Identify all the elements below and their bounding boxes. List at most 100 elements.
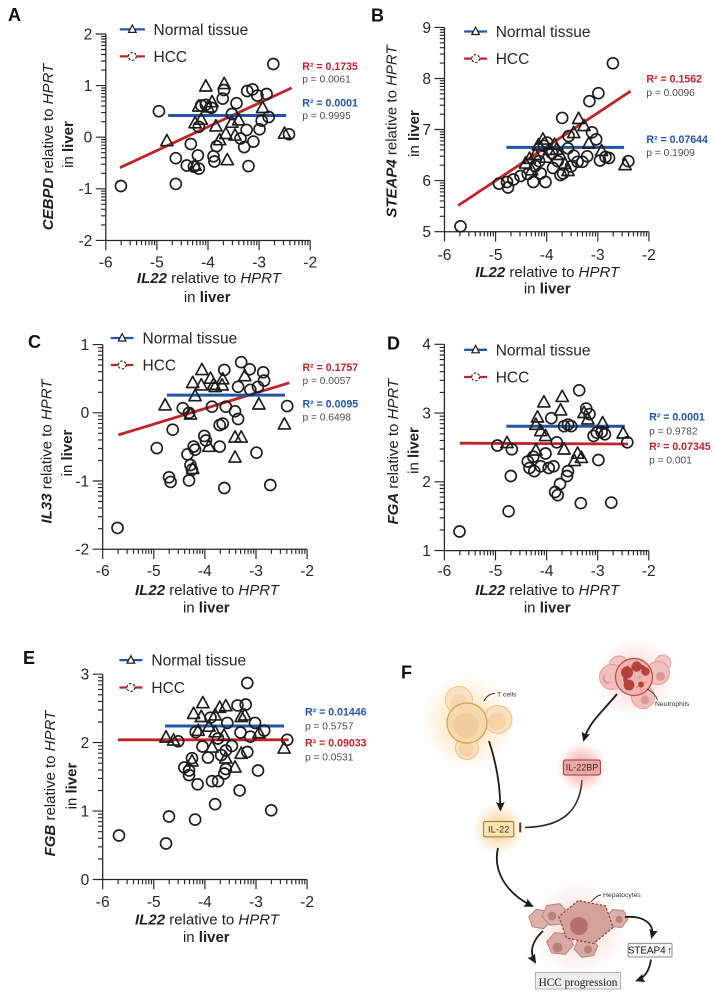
svg-text:1: 1 (81, 804, 90, 821)
svg-text:D: D (387, 334, 400, 354)
svg-text:in liver: in liver (63, 762, 80, 809)
svg-text:E: E (23, 648, 35, 668)
svg-text:F: F (401, 663, 412, 683)
svg-text:Normal tissue: Normal tissue (496, 342, 591, 359)
svg-text:STEAP4 ↑: STEAP4 ↑ (628, 946, 673, 957)
svg-text:Normal tissue: Normal tissue (154, 22, 249, 39)
svg-text:1: 1 (81, 337, 90, 354)
svg-text:5: 5 (422, 224, 431, 241)
svg-text:4: 4 (422, 337, 431, 354)
svg-text:-3: -3 (591, 247, 605, 264)
svg-text:-6: -6 (96, 894, 110, 911)
svg-text:-5: -5 (489, 563, 503, 580)
svg-text:Hepatocytes: Hepatocytes (603, 892, 641, 899)
svg-text:9: 9 (422, 20, 431, 37)
svg-text:-2: -2 (79, 233, 93, 250)
svg-text:-3: -3 (591, 563, 605, 580)
svg-text:IL22 relative to HPRT: IL22 relative to HPRT (475, 264, 621, 281)
svg-text:in liver: in liver (524, 599, 571, 616)
svg-text:in liver: in liver (59, 429, 76, 476)
svg-text:HCC progression: HCC progression (539, 977, 618, 989)
svg-text:IL33 relative to HPRT: IL33 relative to HPRT (39, 378, 56, 524)
svg-text:R² = 0.0001: R² = 0.0001 (302, 98, 358, 110)
svg-text:Neutrophils: Neutrophils (655, 701, 690, 708)
svg-text:HCC: HCC (496, 370, 530, 387)
svg-text:R² = 0.0095: R² = 0.0095 (303, 399, 359, 411)
svg-text:-4: -4 (540, 563, 554, 580)
svg-text:7: 7 (422, 122, 431, 139)
svg-text:1: 1 (422, 543, 431, 560)
svg-text:2: 2 (422, 474, 431, 491)
svg-text:-4: -4 (201, 255, 215, 272)
svg-text:-5: -5 (489, 247, 503, 264)
svg-text:IL22 relative to HPRT: IL22 relative to HPRT (135, 912, 281, 929)
svg-text:-1: -1 (75, 473, 89, 490)
svg-text:6: 6 (422, 173, 431, 190)
svg-text:Normal tissue: Normal tissue (143, 331, 238, 348)
svg-text:HCC: HCC (143, 358, 177, 375)
svg-text:-4: -4 (540, 247, 554, 264)
svg-text:-2: -2 (303, 255, 317, 272)
svg-text:2: 2 (84, 26, 93, 43)
svg-text:3: 3 (81, 667, 90, 684)
svg-text:-2: -2 (75, 542, 89, 559)
svg-text:FGB relative to HPRT: FGB relative to HPRT (42, 709, 59, 856)
svg-text:p = 0.9995: p = 0.9995 (302, 111, 351, 122)
svg-text:-2: -2 (300, 563, 314, 580)
svg-text:A: A (8, 5, 21, 25)
svg-text:0: 0 (81, 872, 90, 889)
svg-text:in liver: in liver (406, 110, 423, 157)
svg-text:IL-22: IL-22 (488, 823, 509, 834)
svg-text:CEBPD relative to HPRT: CEBPD relative to HPRT (40, 62, 57, 230)
svg-text:-4: -4 (198, 563, 212, 580)
svg-text:-2: -2 (642, 563, 656, 580)
svg-text:R² = 0.0001: R² = 0.0001 (649, 411, 705, 423)
svg-text:B: B (371, 6, 384, 26)
svg-text:-5: -5 (147, 894, 161, 911)
svg-text:in liver: in liver (183, 929, 230, 946)
svg-text:Normal tissue: Normal tissue (496, 24, 591, 41)
svg-text:HCC: HCC (154, 49, 188, 66)
svg-text:p = 0.5757: p = 0.5757 (305, 721, 354, 732)
svg-text:p = 0.0061: p = 0.0061 (302, 74, 351, 85)
svg-text:T cells: T cells (497, 692, 517, 699)
svg-text:R² = 0.09033: R² = 0.09033 (305, 738, 367, 750)
svg-text:IL-22BP: IL-22BP (566, 763, 599, 773)
svg-text:-3: -3 (252, 255, 266, 272)
svg-text:p = 0.0057: p = 0.0057 (303, 376, 352, 387)
svg-text:-2: -2 (642, 247, 656, 264)
svg-text:1: 1 (84, 78, 93, 95)
svg-text:p = 0.1909: p = 0.1909 (646, 148, 695, 159)
svg-text:-3: -3 (249, 563, 263, 580)
svg-text:3: 3 (422, 406, 431, 423)
svg-text:Normal tissue: Normal tissue (151, 653, 246, 670)
svg-text:p = 0.0096: p = 0.0096 (646, 88, 695, 99)
svg-text:-6: -6 (99, 255, 113, 272)
svg-text:HCC: HCC (151, 680, 185, 697)
svg-text:STEAP4 relative to HPRT: STEAP4 relative to HPRT (384, 44, 401, 218)
svg-text:0: 0 (81, 405, 90, 422)
svg-text:2: 2 (81, 735, 90, 752)
svg-text:-3: -3 (249, 894, 263, 911)
svg-text:-5: -5 (150, 255, 164, 272)
svg-text:0: 0 (84, 130, 93, 147)
svg-text:R² = 0.1562: R² = 0.1562 (646, 73, 702, 85)
svg-text:in liver: in liver (184, 289, 231, 306)
svg-text:in liver: in liver (406, 427, 423, 474)
svg-text:IL22 relative to HPRT: IL22 relative to HPRT (137, 270, 283, 287)
svg-text:p = 0.6498: p = 0.6498 (303, 413, 352, 424)
svg-text:p = 0.0531: p = 0.0531 (305, 752, 354, 763)
svg-text:R² = 0.07644: R² = 0.07644 (646, 134, 708, 146)
svg-text:-6: -6 (438, 563, 452, 580)
svg-text:-6: -6 (438, 247, 452, 264)
svg-text:R² = 0.01446: R² = 0.01446 (305, 707, 367, 719)
svg-text:8: 8 (422, 71, 431, 88)
svg-text:-1: -1 (79, 181, 93, 198)
svg-text:-2: -2 (300, 894, 314, 911)
svg-text:R² = 0.07345: R² = 0.07345 (649, 441, 711, 453)
svg-text:IL22 relative to HPRT: IL22 relative to HPRT (475, 582, 621, 599)
svg-text:IL22 relative to HPRT: IL22 relative to HPRT (135, 582, 281, 599)
svg-text:-4: -4 (198, 894, 212, 911)
svg-text:in liver: in liver (524, 281, 571, 298)
svg-text:R² = 0.1735: R² = 0.1735 (302, 61, 358, 73)
